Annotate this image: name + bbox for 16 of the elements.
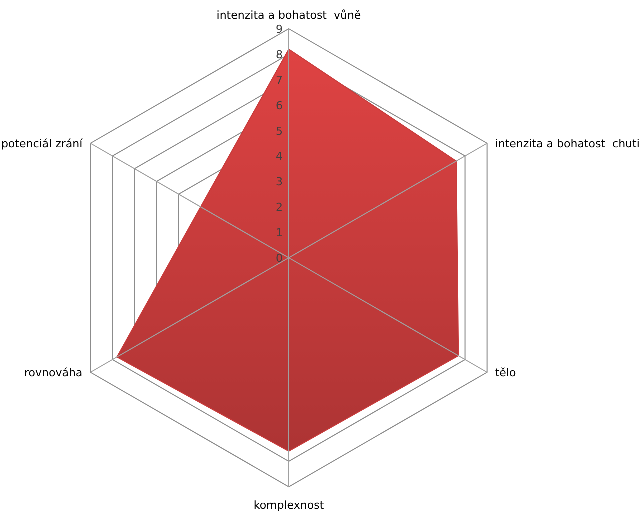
y-tick-label: 3 xyxy=(276,176,283,189)
spoke-label: tělo xyxy=(495,366,516,380)
y-tick-label: 9 xyxy=(276,23,283,36)
y-tick-label: 6 xyxy=(276,99,283,112)
y-tick-label: 2 xyxy=(276,201,283,214)
spoke-label: komplexnost xyxy=(254,499,325,512)
spoke-label: intenzita a bohatost vůně xyxy=(216,9,362,22)
y-tick-label: 0 xyxy=(276,252,283,265)
y-tick-label: 7 xyxy=(276,74,283,87)
spoke-label: rovnováha xyxy=(24,366,83,380)
y-tick-label: 1 xyxy=(276,226,283,240)
y-tick-label: 4 xyxy=(276,150,283,164)
y-tick-label: 5 xyxy=(276,124,283,138)
y-tick-label: 8 xyxy=(276,48,283,62)
spoke-label: intenzita a bohatost chuti xyxy=(495,138,640,150)
spoke-label: potenciál zrání xyxy=(1,138,84,150)
